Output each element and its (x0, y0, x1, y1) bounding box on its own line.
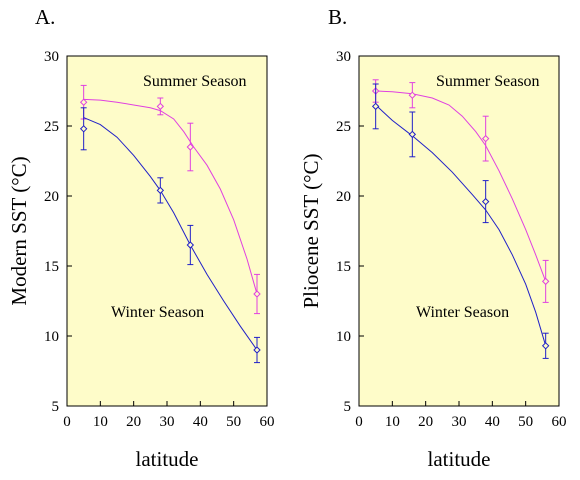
y-tick-label: 5 (52, 399, 60, 415)
x-tick-label: 20 (418, 414, 433, 430)
data-point (408, 91, 417, 99)
x-axis-label: latitude (428, 447, 491, 471)
data-point (156, 102, 165, 111)
y-tick-label: 25 (336, 119, 351, 135)
data-point (408, 130, 417, 139)
data-point (253, 346, 261, 354)
annotation-summer: Summer Season (436, 73, 540, 90)
series-summer (79, 84, 261, 315)
data-point (541, 342, 550, 350)
x-tick-label: 60 (552, 414, 567, 430)
x-axis-label: latitude (136, 447, 199, 471)
y-tick-label: 30 (336, 49, 351, 65)
y-tick-label: 10 (336, 329, 351, 345)
data-point (79, 125, 88, 133)
data-point (156, 186, 165, 195)
y-tick-label: 15 (44, 259, 59, 275)
y-tick-label: 5 (344, 399, 352, 415)
y-axis-label: Modern SST (°C) (7, 156, 31, 305)
x-tick-label: 60 (260, 414, 275, 430)
data-point (481, 134, 490, 143)
data-point (79, 98, 88, 106)
series-line-winter (375, 104, 547, 346)
annotation-summer: Summer Season (143, 73, 247, 90)
chart-panel-a: A. 0 10 20 30 40 50 60 5 10 15 20 25 30 latitude Modern… (7, 5, 275, 471)
panel-label: A. (35, 5, 55, 29)
series-line-summer (83, 98, 258, 295)
x-tick-label: 0 (355, 414, 363, 430)
plot-area (358, 55, 560, 407)
y-tick-label: 30 (44, 49, 59, 65)
series-line-winter (83, 117, 258, 351)
data-point (481, 197, 490, 206)
series-winter (371, 83, 550, 359)
x-tick-label: 50 (226, 414, 241, 430)
panel-label: B. (328, 5, 347, 29)
x-tick-label: 30 (452, 414, 467, 430)
series-winter (79, 107, 261, 364)
annotation-winter: Winter Season (111, 304, 204, 321)
x-tick-label: 10 (385, 414, 400, 430)
data-point (186, 143, 195, 151)
y-tick-label: 15 (336, 259, 351, 275)
chart-panel-b: B. 0 10 20 30 40 50 60 5 10 15 20 25 30 latitude Plioce… (299, 5, 567, 471)
data-point (371, 102, 380, 111)
data-point (253, 290, 261, 298)
x-tick-label: 0 (63, 414, 71, 430)
x-tick-label: 20 (126, 414, 141, 430)
y-tick-label: 20 (44, 189, 59, 205)
y-tick-label: 20 (336, 189, 351, 205)
x-tick-label: 40 (193, 414, 208, 430)
x-tick-label: 10 (93, 414, 108, 430)
data-point (186, 241, 195, 249)
y-tick-label: 25 (44, 119, 59, 135)
annotation-winter: Winter Season (416, 304, 509, 321)
x-tick-label: 30 (160, 414, 175, 430)
data-point (541, 277, 550, 286)
y-axis-label: Pliocene SST (°C) (299, 153, 323, 308)
y-tick-label: 10 (44, 329, 59, 345)
series-summer (371, 79, 550, 303)
x-tick-label: 40 (485, 414, 500, 430)
x-tick-label: 50 (518, 414, 533, 430)
